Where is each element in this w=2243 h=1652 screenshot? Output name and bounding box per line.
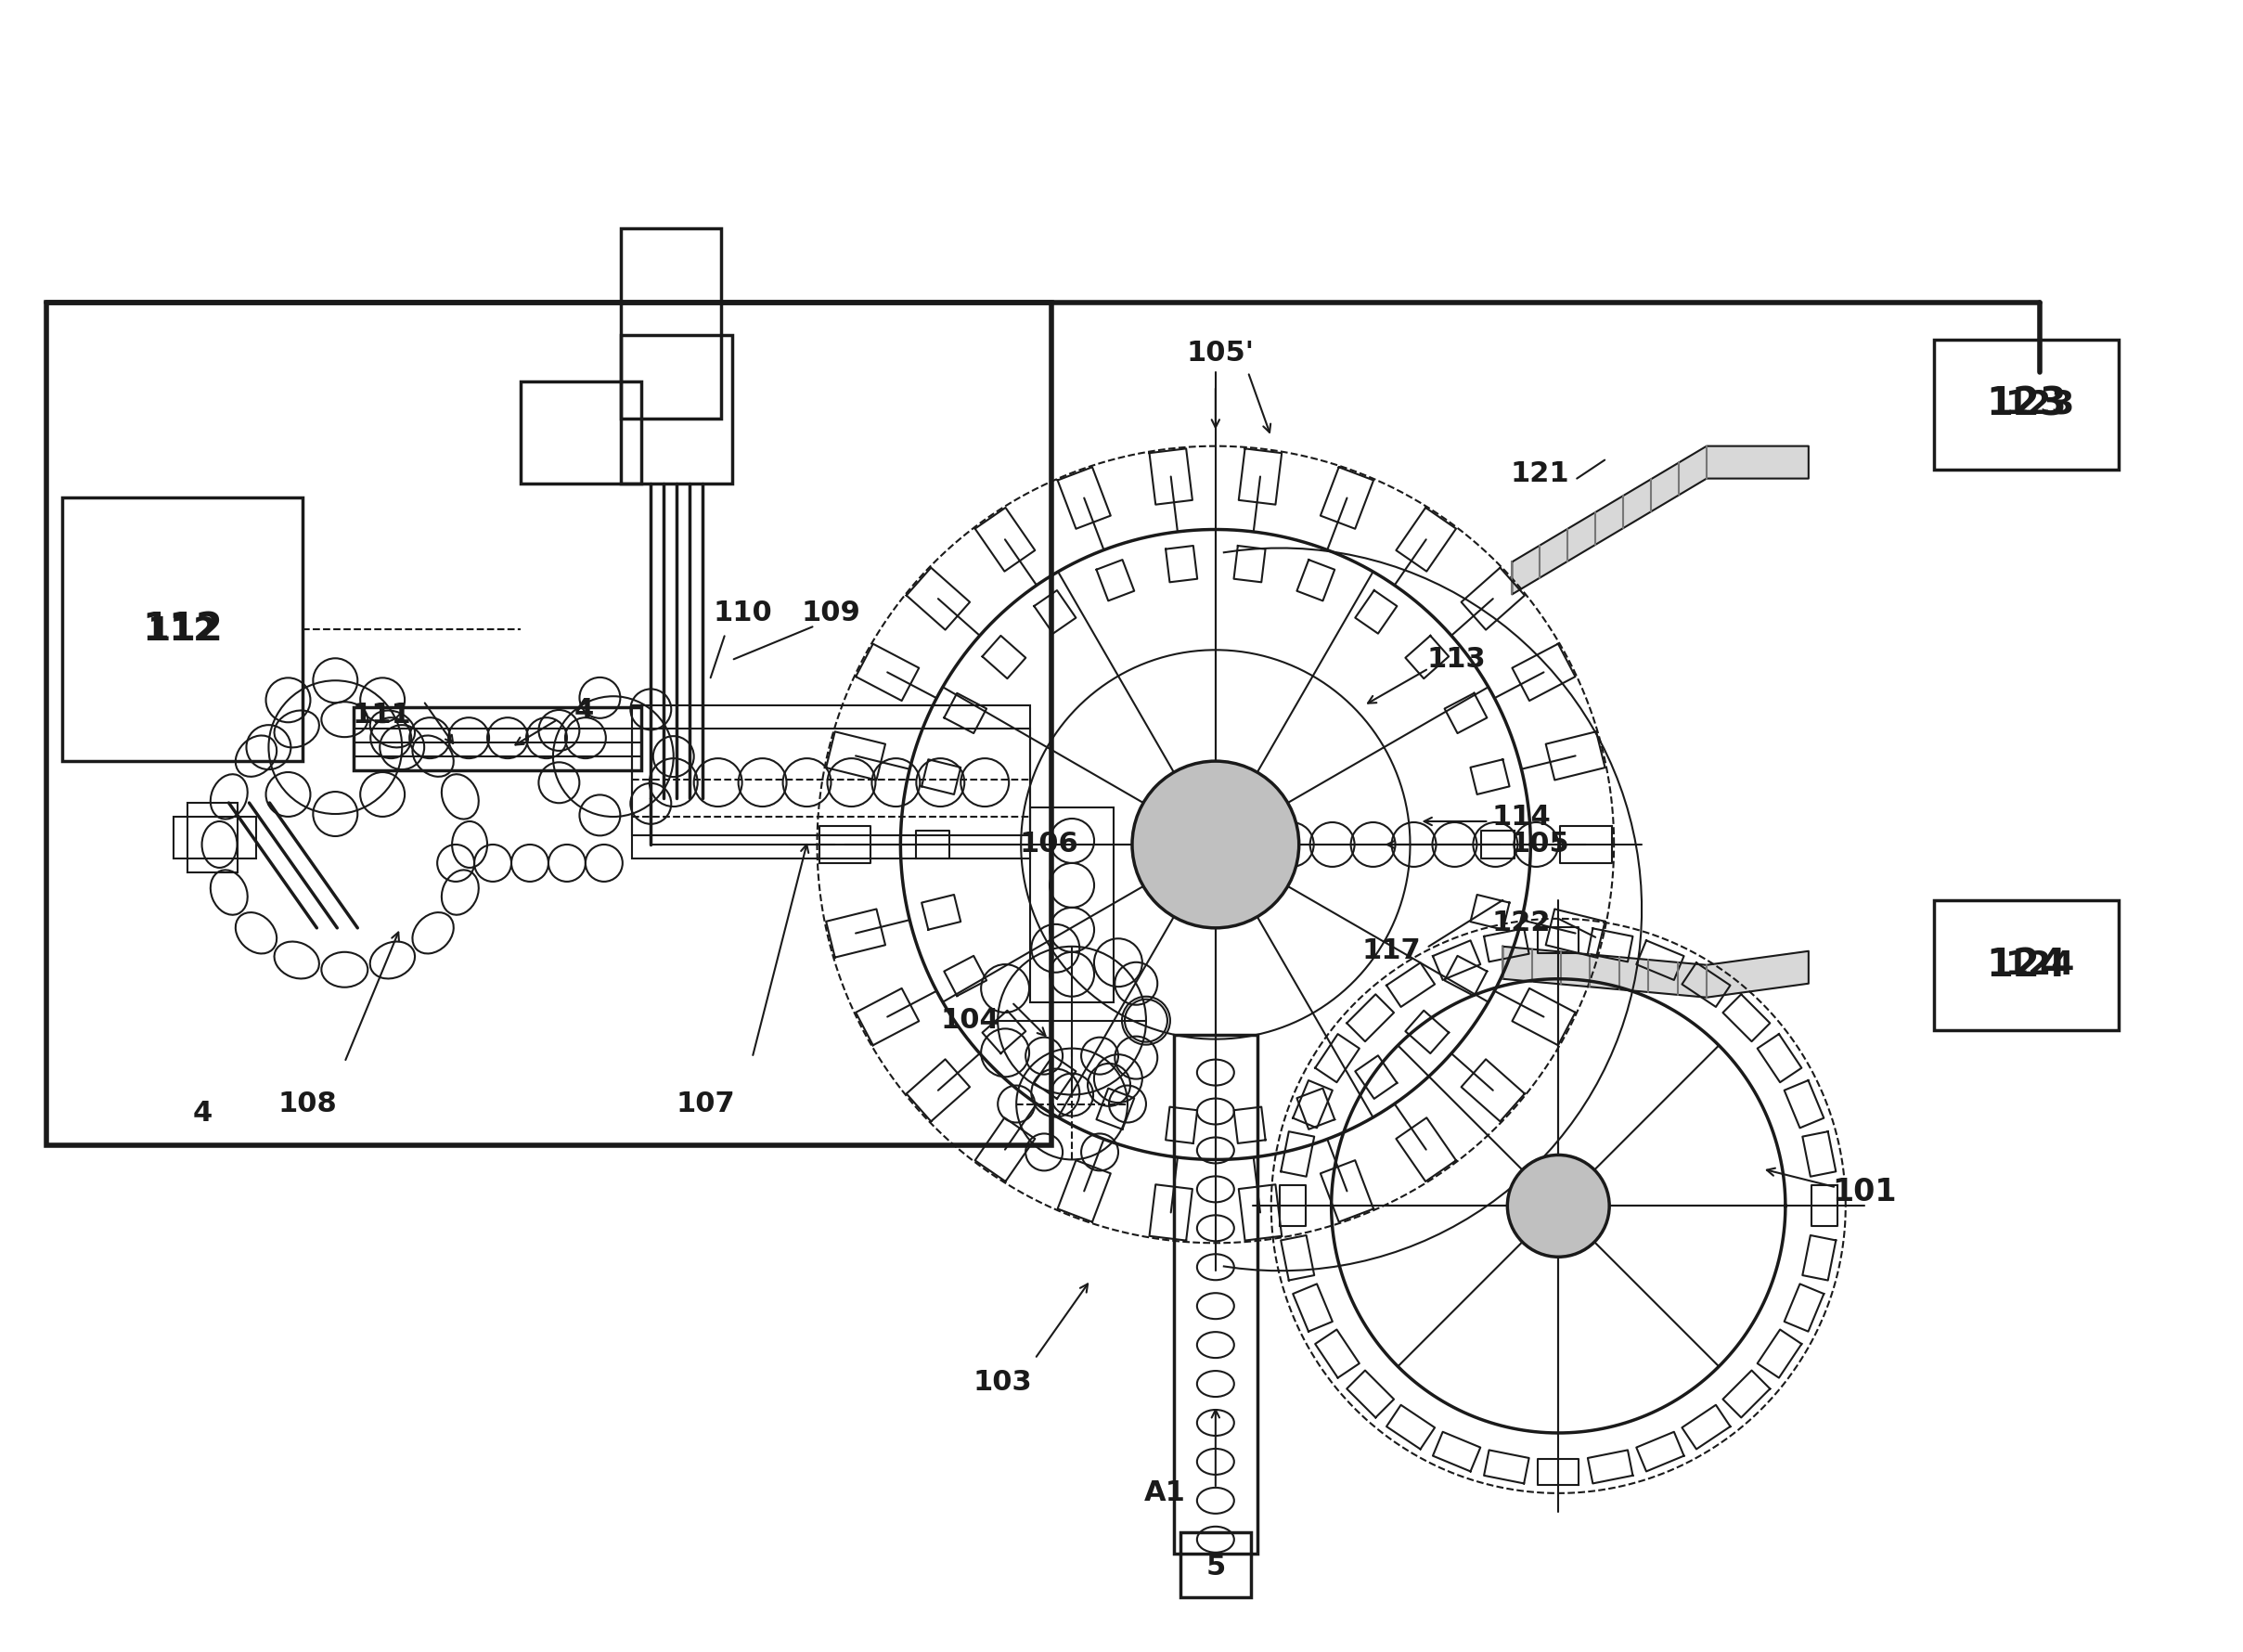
Bar [520,382,641,482]
Text: 105: 105 [1510,831,1570,857]
Text: 112: 112 [141,610,222,649]
Bar [633,705,1030,859]
Bar [1933,340,2120,469]
Text: 112: 112 [148,616,218,648]
Text: 104: 104 [940,1008,1000,1034]
Bar [47,302,1052,1146]
Bar [63,497,303,762]
Text: 123: 123 [2005,388,2075,420]
Text: 113: 113 [1427,646,1485,672]
Text: 4: 4 [193,1100,213,1127]
Bar [1180,1531,1252,1597]
Circle shape [1507,1155,1608,1257]
Text: 105': 105' [1187,340,1254,367]
Text: 121: 121 [1510,461,1570,487]
Text: 124: 124 [1985,945,2066,985]
Bar [186,803,238,872]
Text: 111: 111 [352,702,410,729]
Bar [1030,808,1113,1003]
Text: 4: 4 [574,697,594,724]
Text: 107: 107 [677,1090,736,1117]
Text: 101: 101 [1833,1176,1895,1208]
Circle shape [1133,762,1299,928]
Text: A1: A1 [1144,1480,1184,1507]
Polygon shape [1503,947,1808,998]
Text: 103: 103 [973,1368,1032,1396]
Text: 123: 123 [1985,385,2066,425]
Bar [1933,900,2120,1029]
Text: 122: 122 [1492,910,1550,937]
Polygon shape [1512,446,1808,595]
Text: 110: 110 [713,600,772,626]
Bar [173,816,256,859]
Bar [621,228,720,418]
Text: 114: 114 [1492,803,1550,831]
Text: 5: 5 [1207,1555,1225,1581]
Bar [621,335,731,482]
Bar [1173,1034,1258,1553]
Text: 124: 124 [2005,950,2075,981]
Text: 109: 109 [801,600,861,626]
Text: 106: 106 [1018,831,1079,857]
Text: 108: 108 [278,1090,336,1117]
Bar [354,707,641,770]
Text: 117: 117 [1362,938,1422,965]
Bar [633,729,1030,836]
